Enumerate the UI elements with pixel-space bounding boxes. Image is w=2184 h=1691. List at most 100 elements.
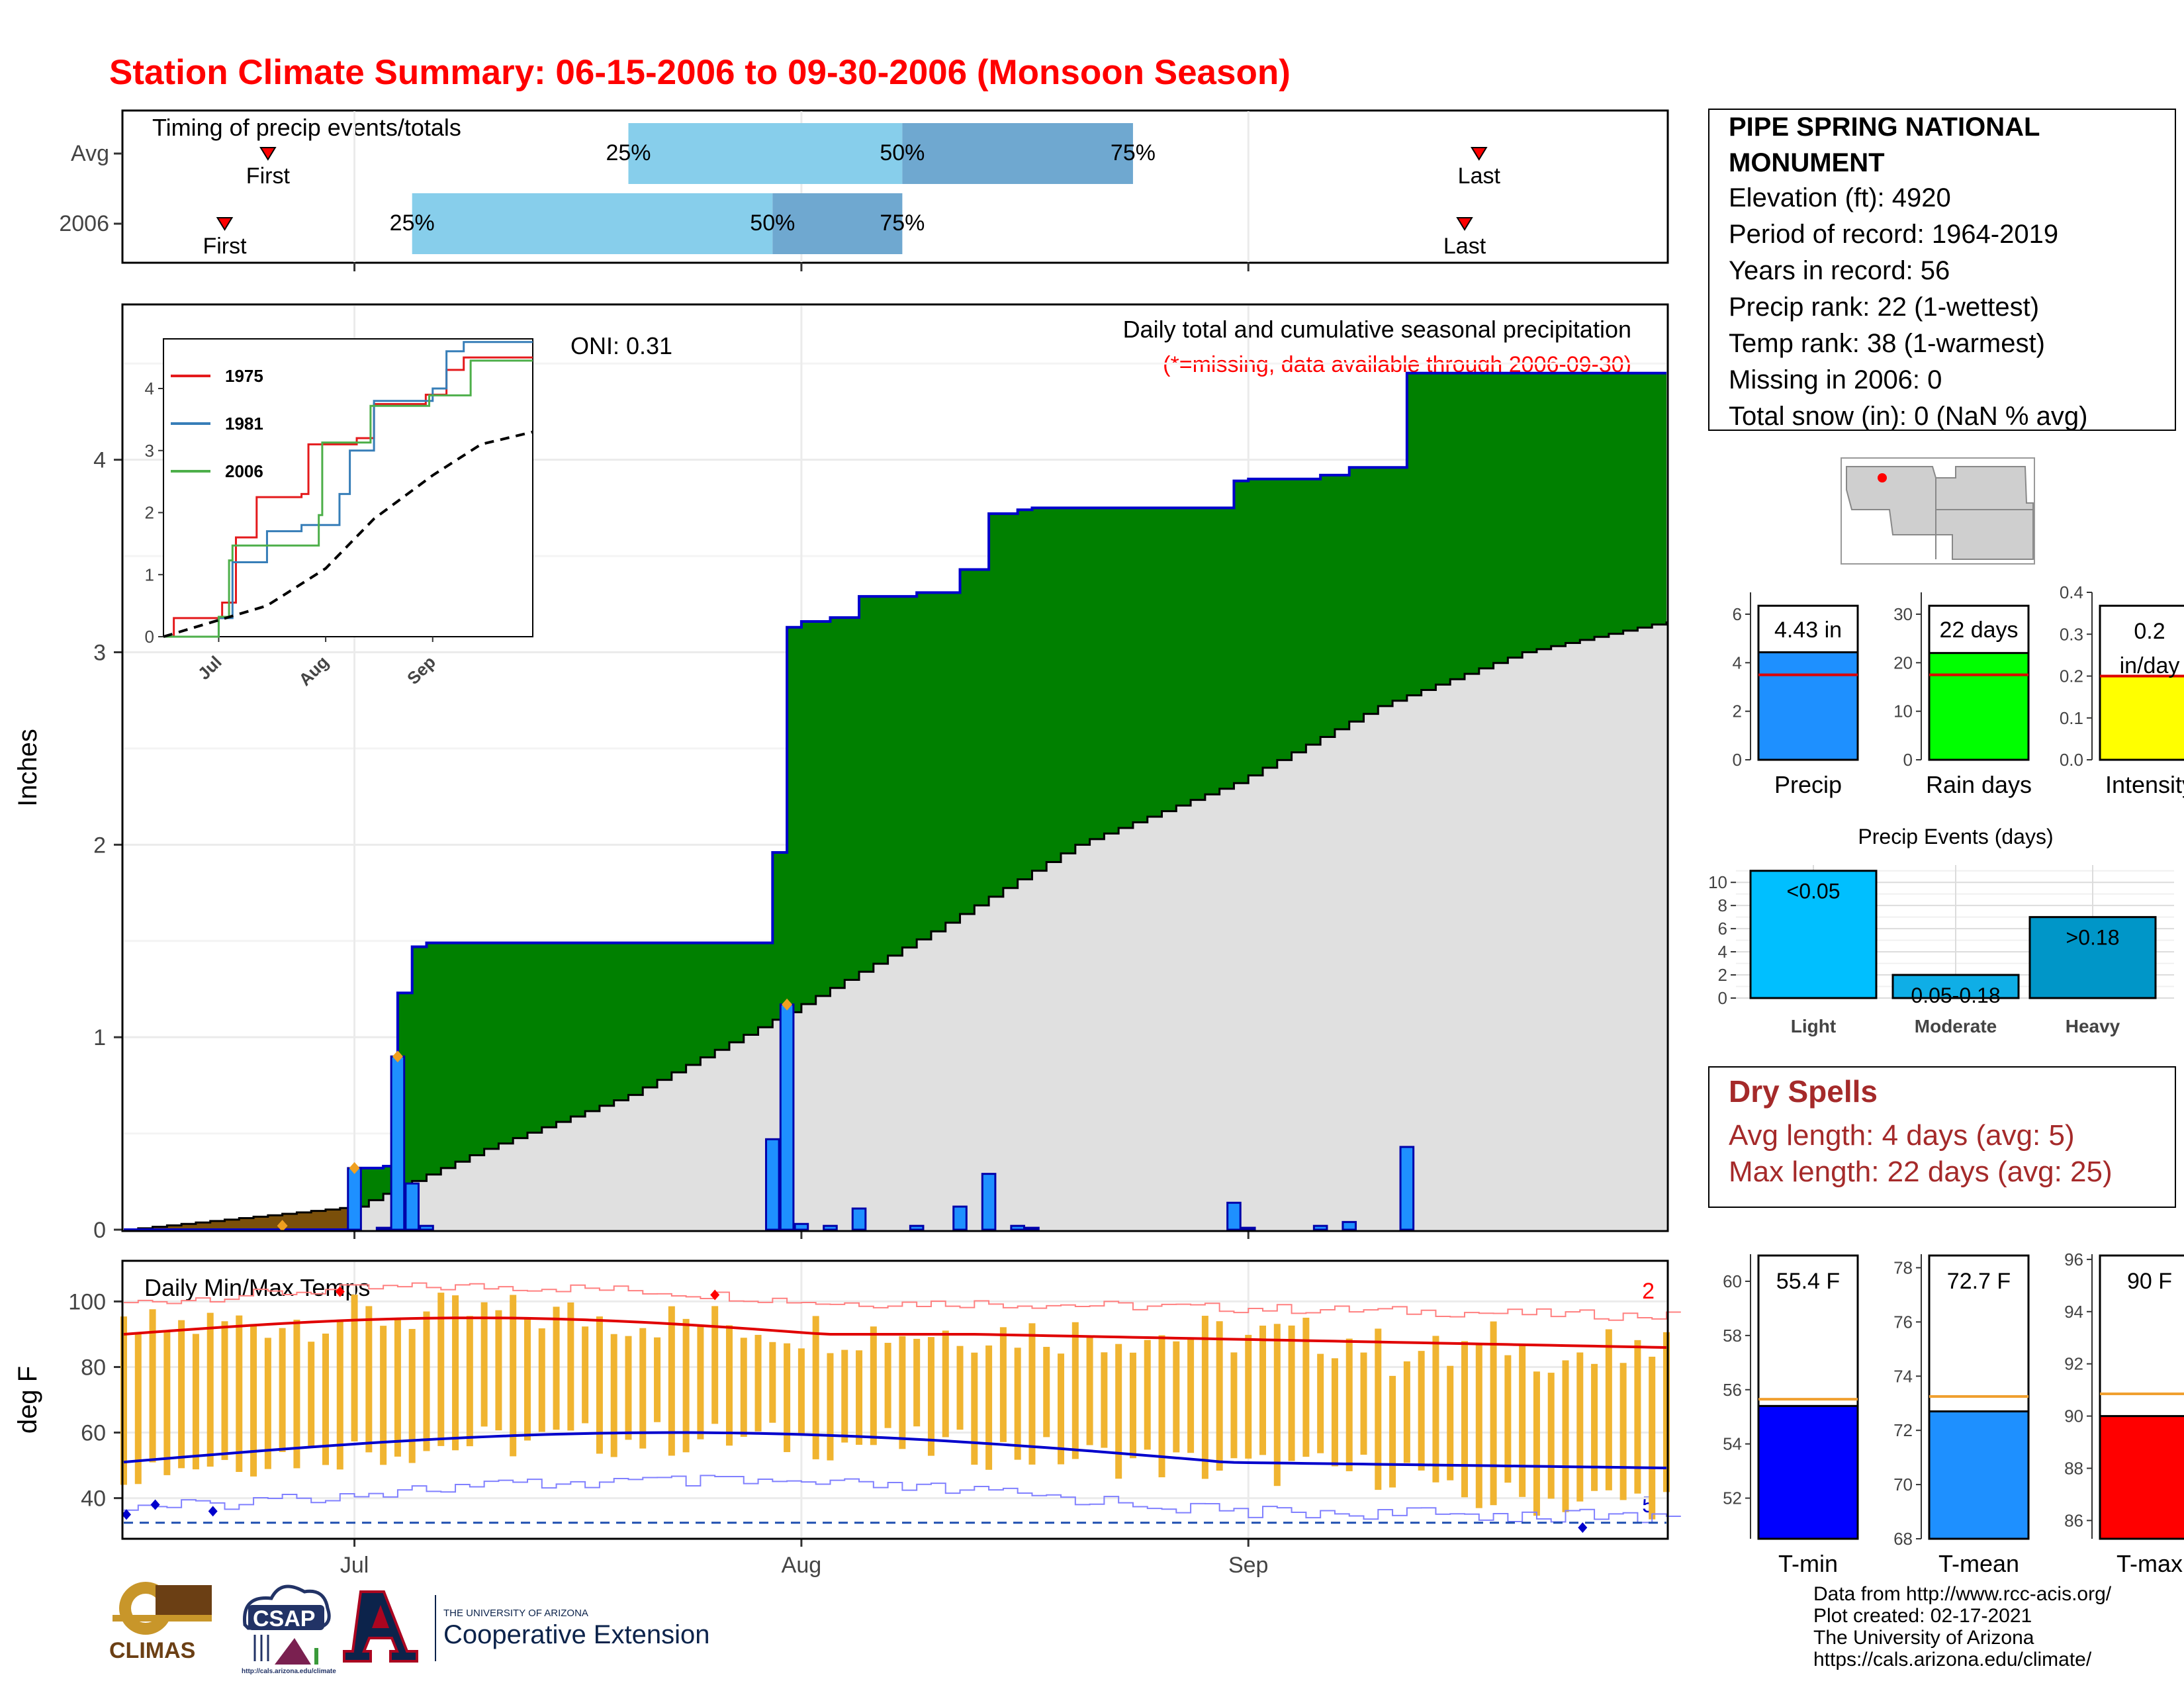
temp-y-tick-label: 60 [81, 1421, 106, 1446]
daily-temp-range-bar [841, 1349, 848, 1443]
daily-temp-range-bar [538, 1328, 545, 1432]
daily-temp-range-bar [654, 1337, 661, 1422]
footer-line: Data from http://www.rcc-acis.org/ [1813, 1583, 2112, 1605]
daily-temp-range-bar [163, 1330, 171, 1475]
daily-temp-range-bar [1259, 1325, 1267, 1455]
daily-temp-range-bar [279, 1328, 286, 1452]
daily-precip-bar [1240, 1226, 1256, 1231]
precip-event-category-label: Light [1791, 1016, 1836, 1036]
station-info-line: Period of record: 1964-2019 [1729, 220, 2058, 249]
totals-y-tick-label: 0.2 [2060, 666, 2083, 686]
daily-temp-range-bar [1101, 1352, 1108, 1448]
temp-mean-y-tick-label: 88 [2064, 1458, 2083, 1478]
daily-temp-range-bar [1216, 1321, 1223, 1471]
totals-y-tick-label: 0.1 [2060, 708, 2083, 728]
daily-temp-range-bar [725, 1325, 733, 1446]
ua-line1: THE UNIVERSITY OF ARIZONA [443, 1608, 588, 1619]
daily-temp-range-bar [1605, 1329, 1612, 1490]
dry-frame [1708, 1066, 2176, 1208]
temp-mean-y-tick-label: 74 [1893, 1366, 1913, 1386]
daily-precip-bar [981, 1173, 997, 1231]
daily-temp-range-bar [480, 1302, 488, 1427]
daily-temp-range-bar [1201, 1316, 1208, 1479]
season-total-bar [1757, 651, 1859, 761]
timing-row-label: Avg [71, 141, 109, 166]
daily-temp-range-bar [1028, 1323, 1036, 1465]
daily-temp-range-bar [985, 1345, 993, 1470]
record-high-marker [335, 1286, 345, 1297]
daily-temp-range-bar [1533, 1371, 1540, 1516]
temp-mean-bar [1757, 1404, 1859, 1540]
daily-temp-range-bar [1547, 1373, 1555, 1499]
daily-temp-range-bar [884, 1342, 891, 1428]
temp-mean-y-tick-label: 94 [2064, 1302, 2083, 1322]
totals-y-tick-label: 30 [1893, 604, 1913, 624]
daily-temp-range-bar [1302, 1317, 1310, 1457]
dry-spells-box: Dry Spells Avg length: 4 days (avg: 5) M… [1708, 1066, 2176, 1208]
oni-label: ONI: 0.31 [570, 332, 672, 359]
temp-high-count: 2 [1642, 1279, 1655, 1304]
x-axis-tick-label: Jul [340, 1553, 369, 1578]
daily-precip-bar [1399, 1146, 1415, 1231]
inset-legend-label: 1975 [225, 366, 263, 386]
csap-logo: CSAP http://cals.arizona.edu/climate [242, 1584, 336, 1674]
temp-ylabel: deg F [13, 1366, 42, 1434]
daily-temp-range-bar [610, 1334, 617, 1457]
events-y-tick-label: 4 [1718, 942, 1727, 962]
events-title: Precip Events (days) [1858, 825, 2053, 848]
inset-frame [163, 338, 533, 637]
climas-logo-text: CLIMAS [109, 1638, 195, 1663]
figure-title: Station Climate Summary: 06-15-2006 to 0… [109, 53, 1291, 92]
temp-mean-y-tick-label: 72 [1893, 1420, 1913, 1440]
temp-frame-border [121, 1259, 1669, 1540]
temp-mean-value-label: 55.4 F [1776, 1269, 1840, 1294]
daily-temp-range-bar [452, 1295, 459, 1451]
daily-temp-range-bar [625, 1336, 632, 1440]
daily-temp-range-bar [1634, 1340, 1641, 1494]
daily-temp-range-bar [250, 1325, 257, 1477]
cumulative-above-average-area [124, 373, 1666, 1230]
avg-high-line [123, 1316, 1667, 1349]
daily-temp-range-bar [711, 1306, 719, 1424]
precip-y-tick-label: 4 [93, 448, 106, 473]
events-y-tick-label: 8 [1718, 895, 1727, 915]
daily-temp-range-bar [437, 1293, 445, 1446]
last-event-marker [1471, 147, 1488, 161]
footer-line: Plot created: 02-17-2021 [1813, 1605, 2032, 1627]
first-event-marker [216, 217, 234, 231]
timing-p50-label: 50% [880, 140, 925, 165]
daily-temp-range-bar [553, 1306, 560, 1430]
daily-temp-range-bar [380, 1326, 387, 1465]
daily-temp-range-bar [697, 1326, 704, 1440]
daily-temp-range-bar [942, 1330, 949, 1438]
record-high-marker [710, 1289, 720, 1301]
last-event-label: Last [1443, 234, 1486, 259]
daily-precip-bar [404, 1182, 420, 1231]
temp-mean-y-tick-label: 86 [2064, 1510, 2083, 1530]
record-low-marker [208, 1506, 218, 1517]
daily-temp-range-bar [1663, 1332, 1670, 1492]
station-info-line: Total snow (in): 0 (NaN % avg) [1729, 402, 2087, 431]
first-event-label: First [203, 234, 247, 259]
station-info-line: Years in record: 56 [1729, 256, 1950, 285]
dry-title: Dry Spells [1729, 1074, 1878, 1109]
last-event-marker [1456, 217, 1473, 231]
daily-temp-range-bar [523, 1317, 531, 1441]
temp-mean-category-label: T-min [1778, 1550, 1838, 1577]
daily-temp-range-bar [1403, 1361, 1410, 1463]
daily-precip-bar [1226, 1201, 1242, 1231]
station-info-line: Missing in 2006: 0 [1729, 365, 1942, 394]
daily-temp-range-bar [1562, 1360, 1569, 1512]
precip-event-bar [1891, 974, 2020, 999]
ua-line2: Cooperative Extension [443, 1620, 709, 1649]
precip-events-panel: Precip Events (days) 0 2 4 6 8 10 <0.05 Light 0.… [1708, 825, 2174, 1036]
dry-max-line: Max length: 22 days (avg: 25) [1729, 1156, 2113, 1188]
season-totals-panel: 0 2 4 6 4.43 in Precip 0 10 20 30 22 days Rain days… [1733, 582, 2184, 798]
inset-series-line [163, 356, 533, 638]
station-info-box: PIPE SPRING NATIONAL MONUMENT Elevation (… [1708, 109, 2176, 431]
daily-precip-bar [794, 1222, 809, 1231]
daily-precip-bar [1342, 1220, 1357, 1231]
precip-y-tick-label: 0 [93, 1218, 106, 1243]
